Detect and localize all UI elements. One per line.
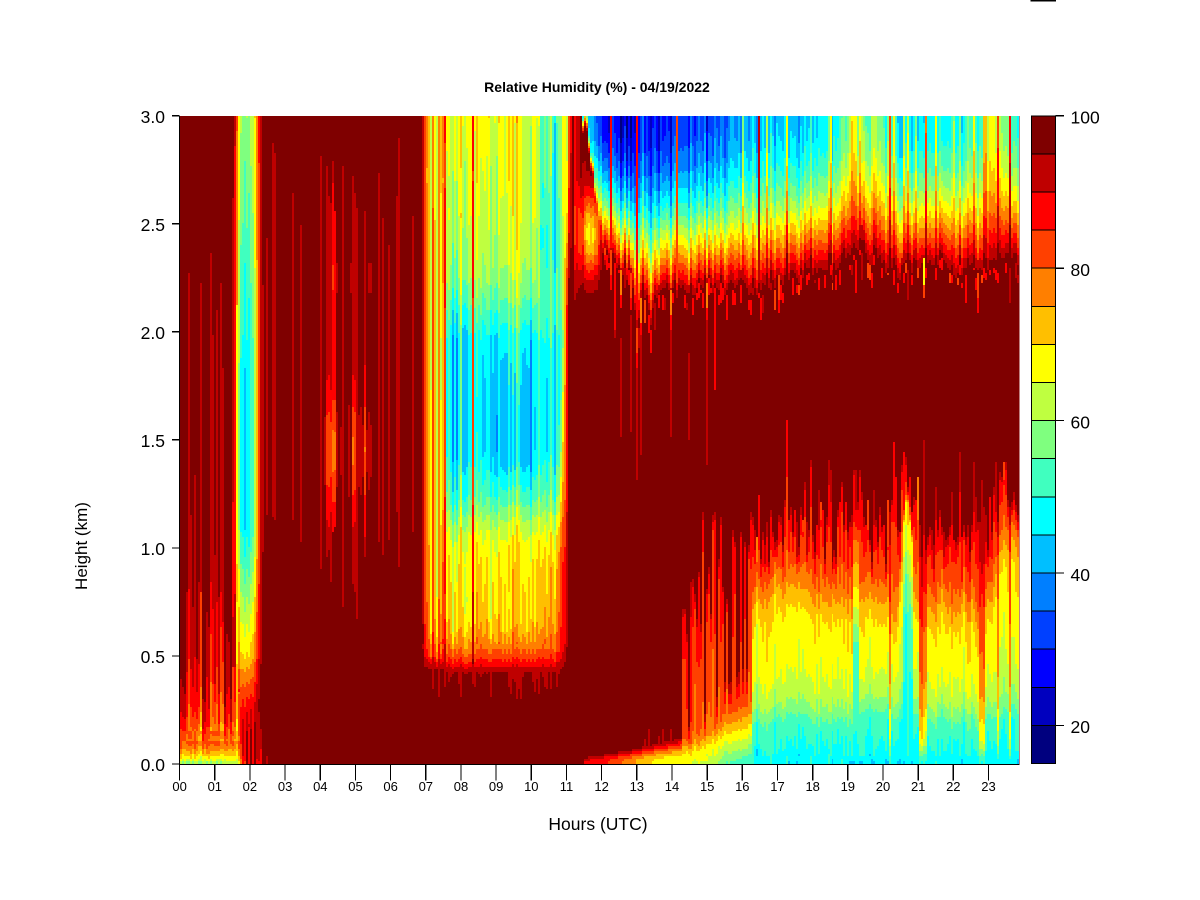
svg-text:00: 00 [172,779,186,794]
svg-text:17: 17 [770,779,784,794]
svg-text:80: 80 [1071,260,1091,280]
svg-text:1.5: 1.5 [141,431,165,451]
svg-text:0.0: 0.0 [141,755,166,775]
svg-text:04: 04 [313,779,327,794]
svg-text:05: 05 [348,779,362,794]
svg-text:19: 19 [841,779,855,794]
svg-text:14: 14 [665,779,679,794]
svg-text:3.0: 3.0 [141,107,166,127]
svg-text:23: 23 [981,779,995,794]
svg-text:12: 12 [594,779,608,794]
svg-text:20: 20 [1071,717,1091,737]
svg-text:10: 10 [524,779,538,794]
svg-text:2.0: 2.0 [141,323,166,343]
svg-text:1.0: 1.0 [141,539,166,559]
svg-text:60: 60 [1071,412,1091,432]
svg-text:02: 02 [243,779,257,794]
svg-text:Hours (UTC): Hours (UTC) [548,814,647,834]
svg-text:2.5: 2.5 [141,215,165,235]
svg-text:0.5: 0.5 [141,647,165,667]
svg-text:09: 09 [489,779,503,794]
svg-text:22: 22 [946,779,960,794]
svg-text:08: 08 [454,779,468,794]
svg-text:100: 100 [1071,108,1100,128]
svg-text:03: 03 [278,779,292,794]
svg-text:01: 01 [208,779,222,794]
svg-text:15: 15 [700,779,714,794]
svg-text:Height (km): Height (km) [72,502,91,590]
svg-text:13: 13 [630,779,644,794]
svg-text:Relative Humidity (%) - 04/19/: Relative Humidity (%) - 04/19/2022 [484,79,710,95]
svg-text:40: 40 [1071,565,1091,585]
svg-text:18: 18 [805,779,819,794]
svg-text:20: 20 [876,779,890,794]
svg-text:16: 16 [735,779,749,794]
svg-text:06: 06 [383,779,397,794]
svg-text:11: 11 [560,779,574,794]
svg-text:21: 21 [911,779,925,794]
svg-text:07: 07 [419,779,433,794]
